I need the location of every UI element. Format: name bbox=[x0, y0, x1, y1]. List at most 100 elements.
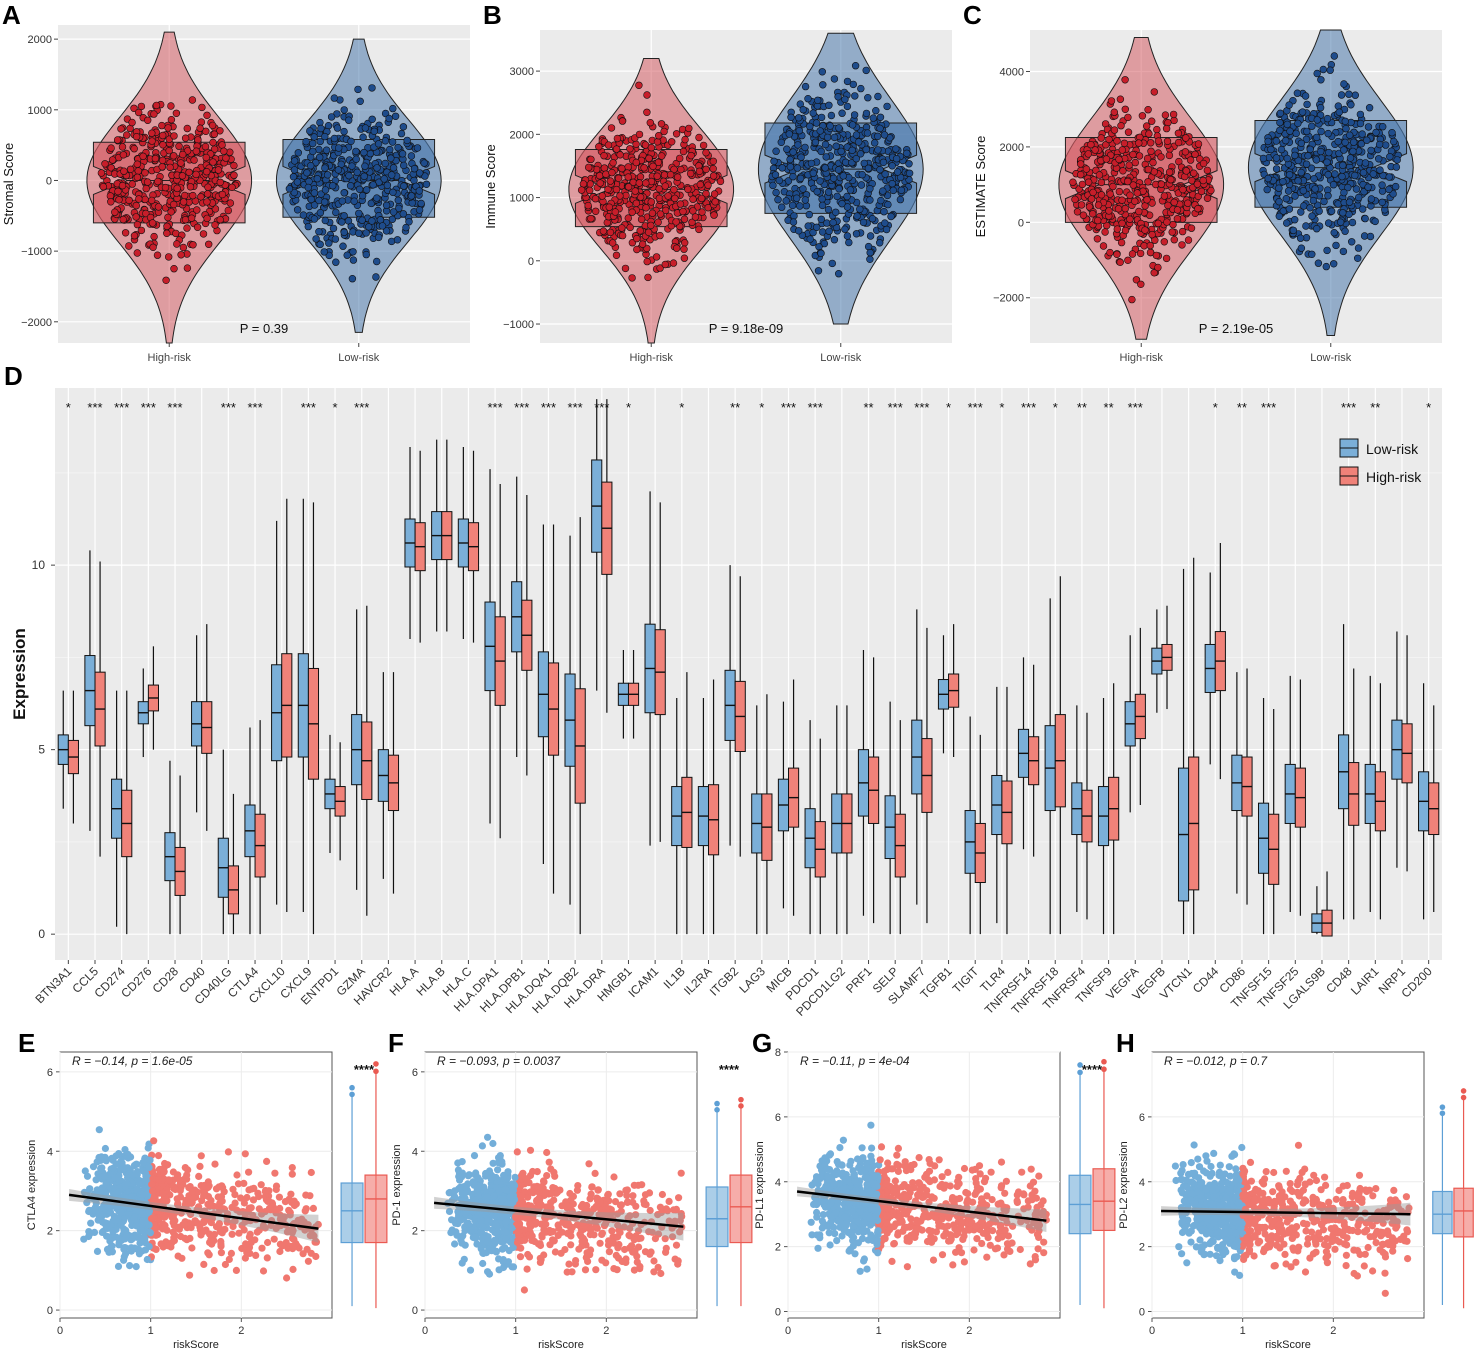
data-point bbox=[373, 257, 381, 266]
data-point bbox=[1313, 116, 1322, 124]
data-point bbox=[835, 124, 843, 132]
data-point bbox=[656, 231, 664, 240]
data-point bbox=[347, 137, 355, 146]
data-point bbox=[671, 194, 679, 203]
data-point bbox=[118, 1159, 126, 1167]
data-point bbox=[134, 167, 143, 175]
significance-mark: *** bbox=[1021, 400, 1036, 415]
data-point bbox=[799, 185, 807, 193]
significance-mark: *** bbox=[354, 400, 369, 415]
data-point bbox=[193, 1219, 201, 1227]
data-point bbox=[145, 1221, 153, 1229]
data-point bbox=[97, 169, 106, 177]
significance-mark: *** bbox=[808, 400, 823, 415]
data-point bbox=[242, 1240, 250, 1248]
data-point bbox=[1135, 152, 1144, 160]
data-point bbox=[181, 216, 190, 224]
data-point bbox=[289, 1242, 297, 1250]
data-point bbox=[246, 1230, 254, 1238]
data-point bbox=[1275, 212, 1284, 221]
data-point bbox=[325, 251, 333, 260]
data-point bbox=[1121, 226, 1130, 235]
data-point bbox=[232, 1266, 240, 1274]
data-point bbox=[304, 222, 312, 231]
data-point bbox=[1317, 127, 1325, 136]
data-point bbox=[805, 210, 813, 219]
data-point bbox=[1099, 242, 1108, 250]
data-point bbox=[307, 195, 315, 204]
data-point bbox=[388, 171, 396, 179]
data-point bbox=[873, 132, 882, 141]
data-point bbox=[643, 91, 651, 99]
data-point bbox=[189, 241, 197, 249]
data-point bbox=[202, 127, 210, 136]
data-point bbox=[697, 194, 706, 203]
data-point bbox=[856, 150, 865, 158]
data-point bbox=[194, 136, 202, 144]
data-point bbox=[290, 157, 299, 165]
data-point bbox=[170, 1234, 178, 1242]
data-point bbox=[81, 1167, 89, 1175]
data-point bbox=[310, 201, 319, 209]
data-point bbox=[881, 219, 889, 227]
data-point bbox=[163, 222, 171, 231]
x-axis-title: riskScore bbox=[173, 1339, 219, 1351]
data-point bbox=[91, 1206, 99, 1214]
data-point bbox=[1385, 173, 1393, 181]
data-point bbox=[1079, 211, 1088, 219]
data-point bbox=[1323, 158, 1331, 166]
y-tick-label: 2000 bbox=[510, 129, 534, 141]
data-point bbox=[882, 225, 891, 234]
data-point bbox=[332, 208, 340, 217]
x-tick-label: 1 bbox=[148, 1325, 154, 1337]
data-point bbox=[165, 253, 173, 261]
data-point bbox=[848, 146, 856, 155]
data-point bbox=[123, 1180, 131, 1188]
data-point bbox=[133, 173, 142, 182]
data-point bbox=[598, 192, 606, 200]
data-point bbox=[247, 1204, 255, 1212]
data-point bbox=[834, 93, 842, 101]
data-point bbox=[340, 212, 348, 220]
data-point bbox=[1345, 131, 1354, 139]
data-point bbox=[1351, 171, 1359, 180]
p-value: P = 0.39 bbox=[240, 321, 289, 336]
panel-D: 0510*BTN3A1***CCL5***CD274***CD276***CD2… bbox=[10, 388, 1442, 1019]
data-point bbox=[1272, 137, 1281, 145]
data-point bbox=[654, 218, 662, 226]
data-point bbox=[654, 132, 663, 140]
data-point bbox=[1310, 175, 1318, 183]
data-point bbox=[400, 182, 408, 190]
data-point bbox=[813, 96, 822, 105]
data-point bbox=[331, 235, 340, 243]
data-point bbox=[230, 171, 238, 179]
significance-mark: ** bbox=[1237, 400, 1247, 415]
data-point bbox=[389, 208, 398, 216]
data-point bbox=[241, 1254, 249, 1262]
data-point bbox=[270, 1235, 278, 1243]
data-point bbox=[349, 248, 357, 256]
x-tick-label: High-risk bbox=[148, 352, 192, 364]
data-point bbox=[494, 1166, 502, 1174]
data-point bbox=[1154, 137, 1163, 145]
data-point bbox=[818, 68, 826, 76]
data-point bbox=[1298, 108, 1307, 116]
data-point bbox=[144, 116, 152, 125]
data-point bbox=[1311, 185, 1319, 193]
y-tick-label: −2000 bbox=[21, 317, 52, 329]
data-point bbox=[635, 130, 644, 139]
data-point bbox=[636, 227, 644, 235]
data-point bbox=[778, 164, 786, 172]
data-point bbox=[1312, 156, 1321, 164]
data-point bbox=[1364, 183, 1372, 191]
data-point bbox=[87, 1219, 95, 1227]
data-point bbox=[1117, 238, 1126, 247]
data-point bbox=[130, 104, 138, 113]
data-point bbox=[702, 165, 710, 174]
data-point bbox=[216, 178, 225, 187]
data-point bbox=[879, 158, 888, 167]
data-point bbox=[148, 137, 156, 145]
data-point bbox=[146, 1156, 154, 1164]
data-point bbox=[818, 195, 826, 203]
